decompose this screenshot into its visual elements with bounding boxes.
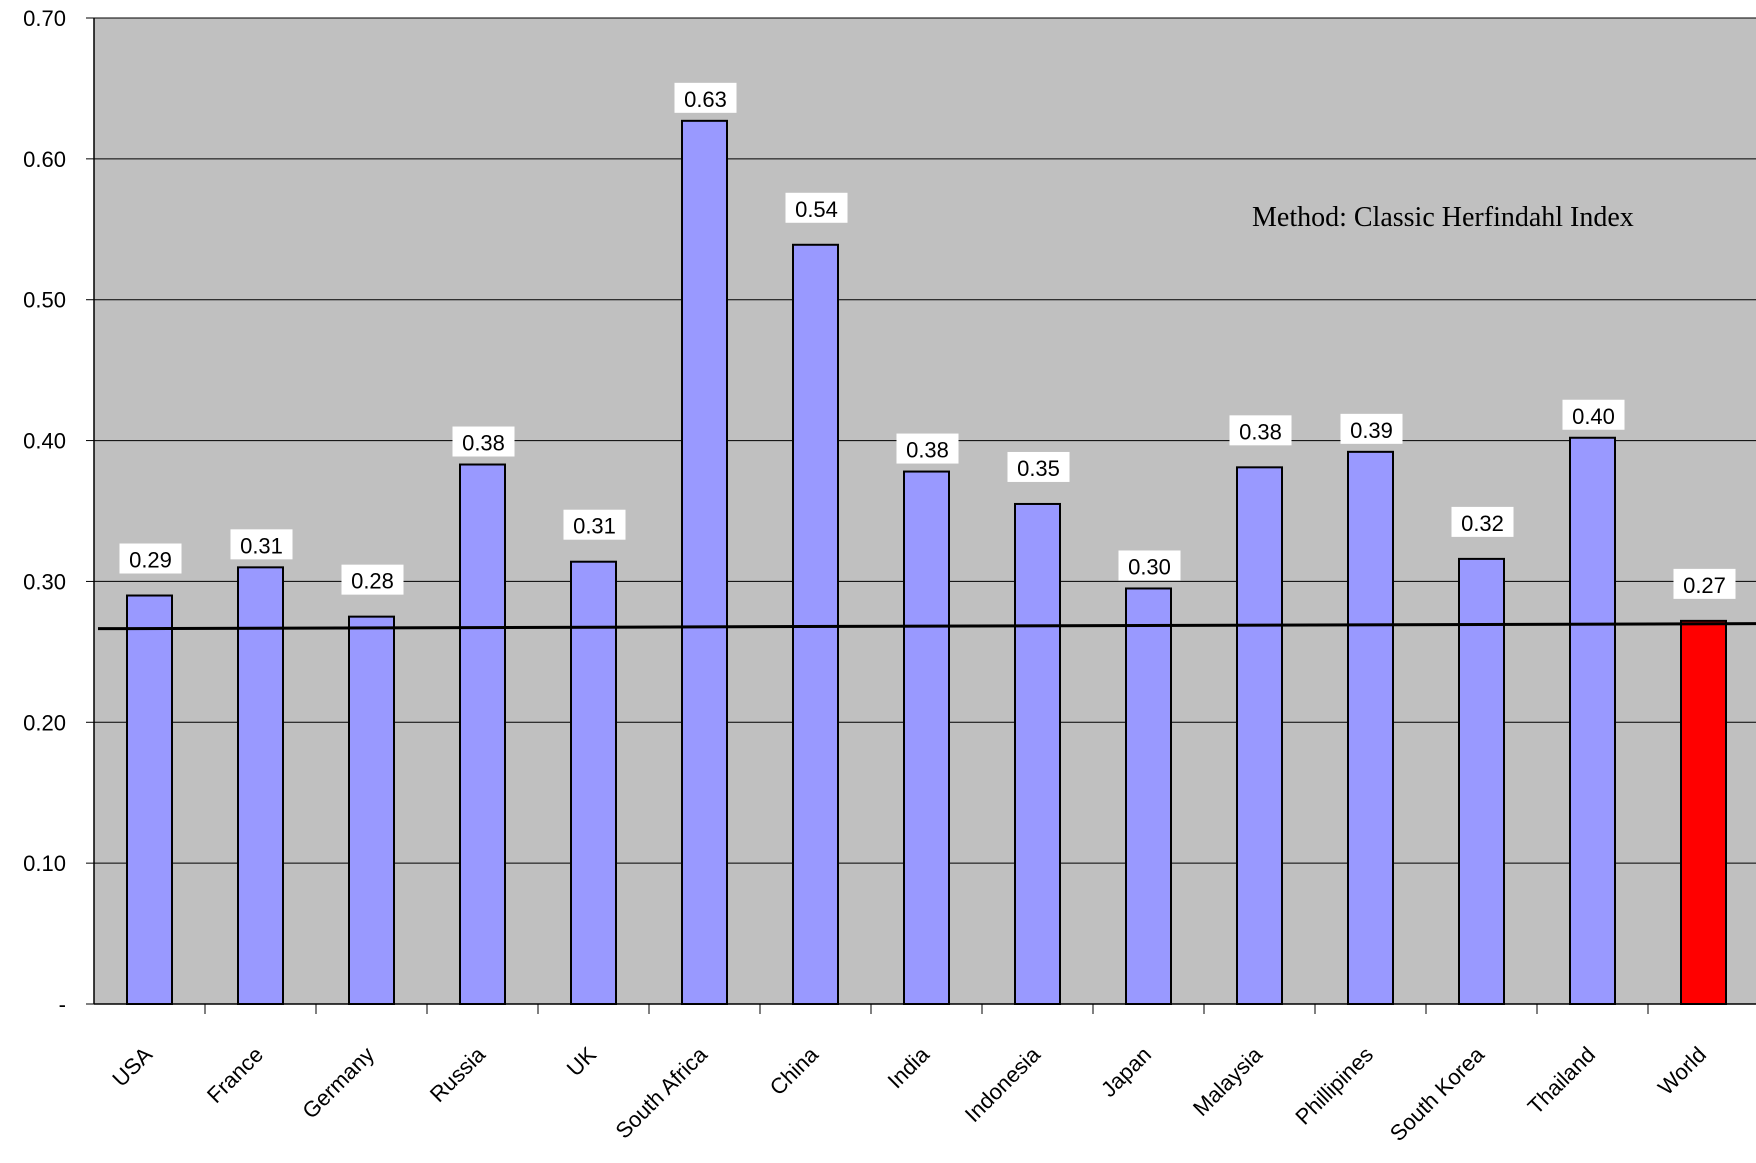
data-label-box — [1562, 399, 1625, 430]
category-label: France — [202, 1042, 268, 1108]
data-label-box — [1673, 568, 1736, 599]
bar-indonesia — [1014, 502, 1061, 1005]
y-tick-label: 0.50 — [23, 288, 66, 313]
category-label: Japan — [1096, 1042, 1156, 1102]
data-label-box — [785, 192, 848, 223]
category-label: South Korea — [1385, 1041, 1490, 1146]
bar-india — [903, 470, 950, 1005]
data-label-box — [1007, 451, 1070, 482]
data-label: 0.31 — [573, 514, 616, 539]
bar-south-korea — [1458, 557, 1505, 1005]
y-tick-label: 0.30 — [23, 569, 66, 594]
category-label: USA — [107, 1042, 157, 1092]
y-tick-label: 0.10 — [23, 851, 66, 876]
data-label-box — [230, 529, 293, 560]
bar-germany — [348, 615, 395, 1006]
data-label-box — [563, 509, 626, 540]
bar-russia — [459, 463, 506, 1005]
data-label-box — [1340, 413, 1403, 444]
reference-line-group — [97, 622, 1756, 631]
bar-france — [237, 566, 284, 1005]
data-label: 0.29 — [129, 548, 172, 573]
data-label-box — [1118, 550, 1181, 581]
bar-thailand — [1569, 436, 1616, 1005]
bar-south-africa — [681, 119, 728, 1005]
category-label: UK — [562, 1042, 602, 1082]
data-label: 0.40 — [1572, 404, 1615, 429]
data-label-box — [341, 564, 404, 595]
category-label: Thailand — [1523, 1042, 1600, 1119]
category-label: World — [1653, 1042, 1711, 1100]
data-label: 0.54 — [795, 197, 838, 222]
data-label: 0.27 — [1683, 573, 1726, 598]
category-label: Russia — [425, 1041, 491, 1107]
bar-usa — [126, 594, 173, 1005]
bar-world — [1680, 619, 1727, 1006]
data-label-box — [1451, 506, 1514, 537]
y-tick-label: 0.60 — [23, 147, 66, 172]
bar-japan — [1125, 587, 1172, 1005]
bar-malaysia — [1236, 466, 1283, 1005]
y-tick-label: 0.40 — [23, 429, 66, 454]
category-label: Indonesia — [960, 1041, 1046, 1127]
method-annotation: Method: Classic Herfindahl Index — [1252, 202, 1634, 233]
data-label-box — [1229, 415, 1292, 446]
category-label: Phillipines — [1290, 1042, 1378, 1130]
data-label: 0.63 — [684, 87, 727, 112]
data-label: 0.32 — [1461, 511, 1504, 536]
data-label: 0.28 — [351, 569, 394, 594]
y-tick-label: 0.70 — [23, 6, 66, 31]
axes — [86, 17, 1756, 1014]
y-tick-label: - — [59, 992, 66, 1017]
reference-line — [97, 622, 1756, 631]
bar-uk — [570, 560, 617, 1005]
data-label-box — [896, 433, 959, 464]
data-label: 0.38 — [906, 438, 949, 463]
data-label-box — [119, 543, 182, 574]
data-label: 0.39 — [1350, 418, 1393, 443]
category-label: India — [883, 1041, 935, 1093]
y-tick-label: 0.20 — [23, 710, 66, 735]
category-label: South Africa — [610, 1041, 712, 1143]
data-label-box — [452, 426, 515, 457]
data-label: 0.35 — [1017, 456, 1060, 481]
data-label: 0.31 — [240, 533, 283, 558]
category-label: China — [765, 1041, 824, 1100]
category-label: Malaysia — [1188, 1041, 1268, 1121]
data-label: 0.30 — [1128, 554, 1171, 579]
data-label: 0.38 — [1239, 419, 1282, 444]
bar-phillipines — [1347, 450, 1394, 1005]
category-label: Germany — [297, 1042, 379, 1124]
bar-china — [792, 243, 839, 1005]
data-label: 0.38 — [462, 431, 505, 456]
data-label-box — [674, 82, 737, 113]
